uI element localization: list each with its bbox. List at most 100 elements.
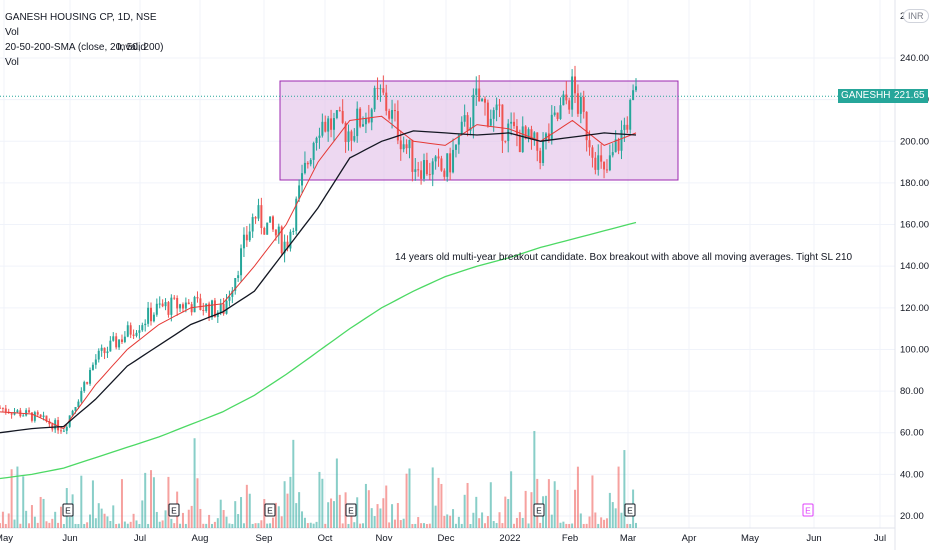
candle-body [440,158,443,171]
sma50-line [0,130,637,434]
candle-body [100,347,103,351]
volume-bar [611,502,614,528]
y-tick-label: 60.00 [900,428,924,439]
volume-bar [208,514,211,528]
candle-body [449,153,452,173]
candle-body [245,234,248,241]
volume-bar [513,523,516,528]
symbol-title[interactable]: GANESH HOUSING CP, 1D, NSE [5,12,157,23]
candle-body [280,226,283,254]
candle-body [213,300,216,317]
candle-body [626,124,629,130]
x-tick-label: May [0,533,13,544]
vol-legend[interactable]: Vol [5,27,19,38]
volume-bar [242,523,245,528]
candle-body [344,122,347,143]
volume-bar [330,498,333,528]
candle-body [144,323,147,326]
volume-bar [280,516,283,528]
candle-body [605,169,608,171]
sma-legend[interactable]: 20-50-200-SMA (close, 20, 50, 200) [5,42,164,53]
volume-bar [83,523,86,528]
vol2-legend[interactable]: Vol [5,57,19,68]
volume-bar [298,492,301,528]
volume-bar [597,523,600,528]
volume-bar [466,482,469,528]
time-axis[interactable]: May Jun Jul Aug Sep Oct Nov Dec 2022 Feb Mar Apr May… [0,533,886,544]
candle-body [240,248,243,276]
volume-bar [495,523,498,528]
candle-body [463,115,466,122]
volume-bar [48,522,51,528]
volume-bar [257,523,260,528]
price-axis[interactable]: 20.00 40.00 60.00 80.00 100.00 120.00 140.00 16… [900,11,929,522]
candle-body [65,426,68,431]
candle-body [176,297,179,309]
candle-body [132,334,135,336]
volume-bar [454,523,457,528]
volume-bar [7,513,10,528]
candle-body [515,126,518,135]
volume-bar [10,469,13,528]
volume-bar [559,522,562,528]
y-tick-label: 100.00 [900,344,929,355]
volume-bar [489,482,492,528]
candle-body [0,407,1,409]
candle-body [489,118,492,126]
candle-body [588,140,591,148]
candle-body [315,137,318,143]
candle-body [629,99,632,130]
volume-bar [309,522,312,528]
volume-bar [425,523,428,528]
candle-body [28,410,31,413]
earnings-marker [345,503,357,517]
volume-bar [213,521,216,528]
candle-body [382,88,385,93]
volume-bar [423,523,425,528]
candle-body [597,155,600,170]
candle-body [263,227,266,235]
chart-annotation[interactable]: 14 years old multi-year breakout candida… [395,252,853,263]
volume-bar [562,521,565,528]
candle-body [356,108,359,137]
volume-bar [518,512,521,528]
invalid-label: Invalid [117,42,146,53]
candle-body [62,430,65,432]
candle-body [10,413,13,415]
volume-bar [196,478,199,528]
volume-bar [367,490,370,528]
volume-bar [277,506,280,528]
earnings-marker-label: E [65,506,71,516]
currency-badge[interactable]: INR [903,9,929,23]
candle-body [211,300,213,318]
volume-bar [161,520,164,528]
volume-bar [4,523,7,528]
volume-bar [393,519,396,528]
candle-body [391,110,394,119]
candle-body [94,359,97,365]
volume-bar [89,514,92,528]
volume-bar [147,523,150,528]
volume-bar [600,517,603,528]
volume-bar [362,523,365,528]
candle-body [39,414,42,417]
x-tick-label: Dec [438,533,455,544]
earnings-marker [62,503,74,517]
candle-body [521,126,524,153]
candle-body [135,332,138,336]
volume-bar [39,496,42,528]
candle-body [405,144,408,149]
volume-bar [295,503,298,528]
volume-bar [62,523,65,528]
volume-bar [251,523,254,528]
volume-bars [0,430,637,528]
volume-bar [437,477,440,528]
volume-bar [347,523,350,528]
earnings-marker-label: E [171,506,177,516]
sma20-line [0,115,637,430]
candle-body [225,300,228,314]
volume-bar [97,503,100,528]
x-tick-label: Aug [192,533,209,544]
